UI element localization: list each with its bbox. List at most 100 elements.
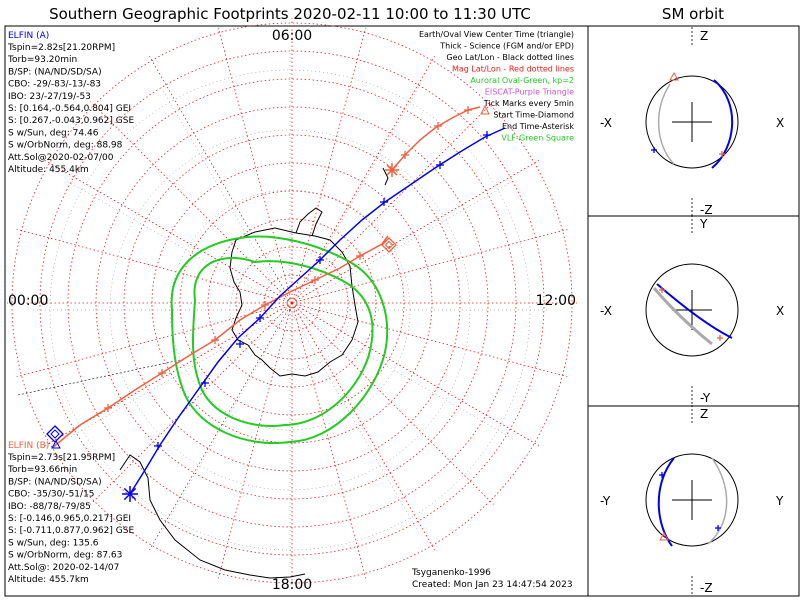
- info-line: CBO: -29/-83/-13/-83: [8, 80, 101, 90]
- legend-entry: Earth/Oval View Center Time (triangle): [419, 30, 574, 39]
- info-line: B/SP: (NA/ND/SD/SA): [8, 477, 102, 487]
- info-line: S: [-0.711,0.877,0.962] GSE: [8, 526, 134, 536]
- info-line: IBO: 23/-27/19/-53: [8, 92, 91, 102]
- axis-label-right: X: [776, 116, 784, 130]
- coastline: [119, 167, 389, 579]
- info-line: S: [0.267,-0.043,0.962] GSE: [8, 116, 134, 126]
- orbit-gray: [652, 287, 713, 346]
- end-asterisk: [386, 164, 398, 176]
- info-line: S w/OrbNorm, deg: 87.63: [8, 551, 122, 561]
- view-triangle: [51, 439, 61, 449]
- legend-entry: Geo Lat/Lon - Black dotted lines: [446, 53, 574, 62]
- start-diamond-inner: [50, 429, 60, 439]
- geo-lon-line: [64, 179, 291, 311]
- elfin-a-header: ELFIN (A): [8, 31, 49, 41]
- orbit-triangle: [659, 531, 669, 541]
- peninsula-coastline: [295, 207, 323, 237]
- info-line: S: [-0.146,0.965,0.217] GEI: [8, 514, 131, 524]
- axis-label-bottom: -Z: [700, 203, 713, 217]
- australia-coastline: [119, 454, 306, 579]
- hour-label-left: 00:00: [8, 293, 48, 309]
- legend-entry: Mag Lat/Lon - Red dotted lines: [452, 65, 574, 74]
- axis-label-top: Z: [700, 29, 708, 43]
- axis-label-right: Y: [775, 494, 784, 508]
- info-line: CBO: -35/30/-51/15: [8, 490, 95, 500]
- mag-lon-line: [149, 55, 293, 304]
- island-coastline: [382, 167, 389, 186]
- model-label: Tsyganenko-1996: [411, 568, 491, 578]
- start-diamond-inner: [384, 240, 394, 250]
- mag-lon-line: [44, 160, 293, 304]
- info-line: Torb=93.20min: [7, 55, 77, 65]
- geo-lon-line: [289, 84, 421, 311]
- info-line: Tspin=2.73s[21.95RPM]: [7, 453, 115, 463]
- legend-entry: Auroral Oval-Green, kp=2: [470, 76, 574, 85]
- axis-label-left: -Y: [600, 494, 611, 508]
- legend-entry: Start Time-Diamond: [493, 111, 574, 120]
- legend-entry: Thick - Science (FGM and/or EPD): [439, 42, 574, 51]
- orbit-triangle: [669, 71, 679, 81]
- mag-lon-line: [90, 101, 293, 304]
- earth-circle: [645, 75, 739, 169]
- elfin-b-header: ELFIN (B): [8, 441, 49, 451]
- orbit-a: [656, 283, 733, 339]
- oval-inner: [192, 257, 374, 427]
- geo-lon-line: [159, 309, 291, 536]
- info-line: S: [0.164,-0.564,0.804] GEI: [8, 104, 131, 114]
- antarctica-coastline: [229, 227, 359, 377]
- axis-label-left: -X: [600, 304, 612, 318]
- geo-lon-line: [289, 309, 421, 536]
- axis-label-left: -X: [600, 116, 612, 130]
- legend-entry: EISCAT-Purple Triangle: [485, 88, 574, 97]
- legend: Earth/Oval View Center Time (triangle) Th…: [419, 30, 574, 143]
- elfin-a-info: ELFIN (A) Tspin=2.82s[21.20RPM] Torb=93.20…: [7, 31, 134, 175]
- auroral-oval: [170, 235, 389, 444]
- axis-label-bottom: -Z: [700, 581, 713, 595]
- start-diamond: [381, 237, 397, 253]
- geo-lon-line: [289, 309, 516, 441]
- geo-lon-line: [289, 179, 516, 311]
- info-line: IBO: -88/78/-79/85: [8, 502, 91, 512]
- view-triangle: [480, 104, 490, 115]
- plot-title: Southern Geographic Footprints 2020-02-1…: [49, 5, 531, 23]
- elfin-b-info: ELFIN (B) Tspin=2.73s[21.95RPM] Torb=93.66…: [7, 441, 134, 585]
- earth-circle: [645, 263, 739, 357]
- mag-lon-line: [291, 101, 494, 304]
- elfin-b-track: [51, 104, 490, 449]
- orbit-title: SM orbit: [662, 5, 724, 23]
- hour-label-bottom: 18:00: [272, 577, 312, 593]
- info-line: Att.Sol@: 2020-02-14/07: [8, 563, 119, 573]
- mag-lon-line: [291, 302, 494, 505]
- info-line: S w/OrbNorm, deg: 88.98: [8, 141, 123, 151]
- legend-entry: End Time-Asterisk: [502, 122, 574, 131]
- earth-circle: [645, 453, 739, 547]
- geo-grid: [17, 50, 550, 570]
- hour-label-top: 06:00: [272, 28, 312, 44]
- orbit-panels: Z -Z -X X Y -Y -X X Z -Z -Y Y: [600, 27, 784, 595]
- legend-entry: VLF-Green Square: [501, 134, 574, 143]
- legend-entry: Tick Marks every 5min: [483, 99, 574, 108]
- info-line: S w/Sun, deg: 74.46: [8, 128, 99, 138]
- geo-lon-line: [159, 84, 291, 311]
- orbit-gray: [707, 457, 728, 545]
- axis-label-top: Z: [700, 407, 708, 421]
- mag-lon-line: [90, 302, 293, 505]
- info-line: Torb=93.66min: [7, 465, 77, 475]
- axis-label-bottom: -Y: [700, 391, 711, 405]
- elfin-a-track: [46, 127, 506, 502]
- info-line: Att.Sol@2020-02-07/00: [8, 153, 114, 163]
- hour-label-right: 12:00: [536, 293, 576, 309]
- geo-lon-line: [64, 309, 291, 441]
- info-line: S w/Sun, deg: 135.6: [8, 538, 99, 548]
- orbit-a: [711, 79, 734, 169]
- elfin-b-track-line: [51, 235, 389, 449]
- oval-outer: [170, 235, 389, 444]
- mag-lon-line: [291, 55, 435, 304]
- orbit-gray: [657, 83, 675, 165]
- orbit-panel-3: [587, 405, 800, 597]
- end-asterisk: [123, 487, 137, 501]
- info-line: Tspin=2.82s[21.20RPM]: [7, 43, 115, 53]
- axis-label-top: Y: [699, 217, 708, 231]
- info-line: B/SP: (NA/ND/SD/SA): [8, 67, 102, 77]
